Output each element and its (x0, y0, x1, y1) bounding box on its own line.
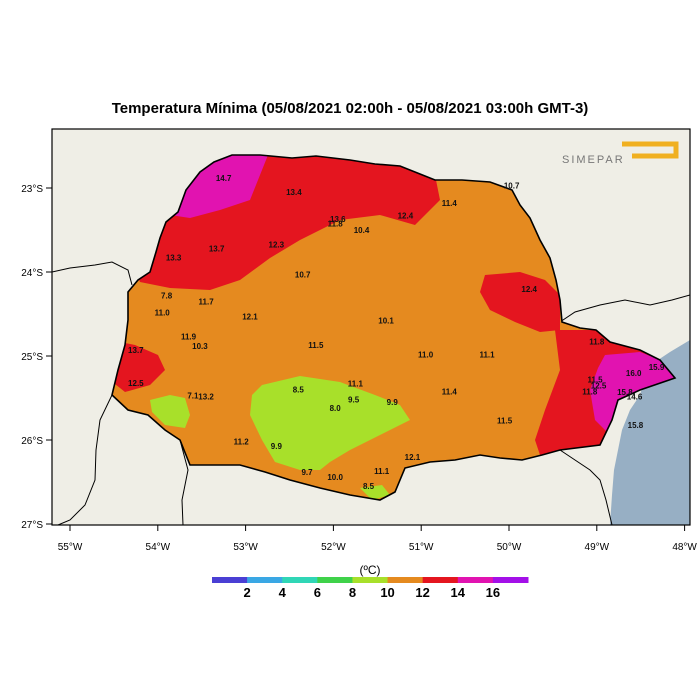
station-value: 11.1 (374, 467, 390, 476)
legend-swatch (387, 577, 424, 583)
station-value: 12.5 (591, 381, 607, 390)
station-value: 10.4 (354, 226, 370, 235)
parana-outline (111, 154, 677, 501)
station-value: 8.5 (363, 482, 375, 491)
legend-tick-label: 4 (279, 585, 287, 600)
lat-tick-label: 23°S (21, 184, 43, 195)
station-value: 11.5 (497, 417, 513, 426)
legend-swatch (352, 577, 389, 583)
legend-tick-label: 2 (243, 585, 250, 600)
station-value: 7.1 (187, 391, 199, 400)
ocean-area (610, 340, 690, 525)
station-value: 11.0 (418, 350, 434, 359)
lat-tick-label: 27°S (21, 520, 43, 531)
station-value: 12.4 (521, 285, 537, 294)
legend-swatch (247, 577, 283, 583)
station-value: 12.4 (398, 212, 414, 221)
station-value: 9.9 (387, 398, 399, 407)
station-labels: 14.713.413.611.812.411.410.710.413.713.3… (128, 174, 665, 491)
legend-tick-label: 16 (486, 585, 500, 600)
lon-tick-label: 52°W (321, 542, 346, 553)
lon-tick-label: 51°W (409, 542, 434, 553)
legend-swatch (212, 577, 248, 583)
station-value: 12.1 (405, 453, 421, 462)
station-value: 14.7 (216, 174, 232, 183)
station-value: 11.8 (582, 387, 598, 396)
lon-tick-label: 48°W (672, 542, 697, 553)
legend-unit: (ºC) (359, 563, 380, 577)
lat-tick-label: 26°S (21, 436, 43, 447)
legend-tick-label: 6 (314, 585, 321, 600)
station-value: 16.0 (626, 369, 642, 378)
station-value: 13.3 (166, 254, 182, 263)
station-value: 12.3 (269, 240, 285, 249)
legend-swatch (422, 577, 459, 583)
station-value: 12.1 (242, 313, 258, 322)
station-value: 13.7 (209, 244, 225, 253)
logo-text: SIMEPAR (562, 154, 625, 166)
lon-tick-label: 55°W (58, 542, 83, 553)
color-legend: 2 4 6 8 10 12 14 16 (212, 577, 529, 600)
station-value: 10.7 (504, 181, 520, 190)
legend-swatch (457, 577, 494, 583)
lon-tick-label: 53°W (233, 542, 258, 553)
station-value: 11.4 (442, 199, 458, 208)
station-value: 11.1 (348, 380, 364, 389)
station-value: 11.8 (589, 338, 605, 347)
lon-tick-label: 50°W (497, 542, 522, 553)
lat-tick-label: 24°S (21, 268, 43, 279)
station-value: 10.1 (378, 317, 394, 326)
country-border (52, 261, 690, 525)
station-value: 9.9 (271, 442, 283, 451)
station-value: 8.5 (293, 386, 305, 395)
map-title: Temperatura Mínima (05/08/2021 02:00h - … (111, 100, 589, 117)
station-value: 15.8 (628, 421, 644, 430)
legend-swatch (492, 577, 529, 583)
station-value: 15.9 (649, 363, 665, 372)
legend-tick-label: 8 (349, 585, 356, 600)
lon-tick-label: 54°W (146, 542, 171, 553)
station-value: 11.5 (587, 376, 603, 385)
station-value: 13.4 (286, 188, 302, 197)
station-value: 12.5 (128, 379, 144, 388)
legend-swatch (282, 577, 318, 583)
legend-tick-label: 14 (451, 585, 466, 600)
station-value: 8.0 (330, 404, 342, 413)
station-value: 9.7 (301, 468, 313, 477)
station-value: 11.9 (181, 333, 197, 342)
station-value: 13.7 (128, 346, 144, 355)
legend-swatch (317, 577, 353, 583)
station-value: 13.2 (198, 392, 214, 401)
station-value: 15.8 (617, 388, 633, 397)
station-value: 11.1 (479, 350, 495, 359)
simepar-logo: SIMEPAR (562, 141, 679, 166)
station-value: 10.7 (295, 271, 311, 280)
lon-tick-label: 49°W (585, 542, 610, 553)
station-value: 7.8 (161, 292, 173, 301)
axis-ticks: 55°W 54°W 53°W 52°W 51°W 50°W 49°W 48°W 23°S 24°S… (21, 184, 697, 553)
station-value: 14.6 (627, 392, 643, 401)
station-value: 9.5 (348, 396, 360, 405)
lat-tick-label: 25°S (21, 352, 43, 363)
station-value: 11.5 (308, 341, 324, 350)
station-value: 10.0 (327, 473, 343, 482)
station-value: 10.3 (192, 342, 208, 351)
legend-tick-label: 10 (380, 585, 394, 600)
station-value: 11.4 (442, 387, 458, 396)
station-value: 11.2 (234, 438, 250, 447)
legend-tick-label: 12 (415, 585, 429, 600)
station-value: 11.7 (199, 297, 215, 306)
station-value: 13.6 (330, 215, 346, 224)
station-value: 11.8 (328, 219, 344, 228)
map-frame (51, 128, 691, 526)
station-value: 11.0 (155, 308, 171, 317)
